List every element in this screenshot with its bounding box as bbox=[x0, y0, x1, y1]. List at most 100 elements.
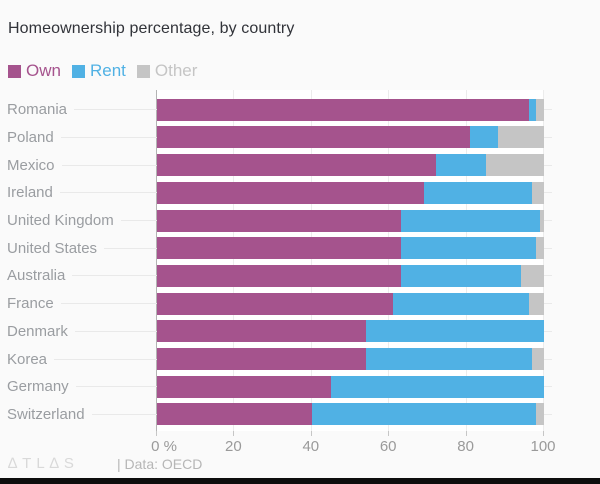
x-axis-tick-label: 20 bbox=[225, 438, 242, 455]
bar-segment-own bbox=[157, 375, 332, 398]
y-axis-line bbox=[156, 90, 157, 436]
chart-row: United States bbox=[0, 234, 600, 262]
x-axis-labels: 0 % 20 40 60 80 100 bbox=[0, 438, 600, 456]
stacked-bar bbox=[157, 126, 544, 149]
legend-swatch-rent bbox=[71, 64, 85, 78]
source-text: Data: OECD bbox=[124, 456, 203, 472]
page-title: Homeownership percentage, by country bbox=[8, 20, 295, 37]
country-label: Korea bbox=[7, 350, 48, 368]
legend-label-other: Other bbox=[154, 61, 198, 80]
bar-segment-rent bbox=[528, 98, 537, 121]
legend-label-rent: Rent bbox=[89, 61, 126, 80]
atlas-logo: ∆TL∆S bbox=[8, 455, 79, 472]
country-label: Australia bbox=[7, 267, 66, 285]
bar-segment-own bbox=[157, 237, 401, 260]
country-label: Denmark bbox=[7, 322, 68, 340]
country-label: Romania bbox=[7, 101, 68, 119]
bar-segment-own bbox=[157, 98, 529, 121]
chart-row: United Kingdom bbox=[0, 207, 600, 235]
stacked-bar bbox=[157, 154, 544, 177]
bar-segment-own bbox=[157, 126, 471, 149]
x-axis-tick-label: 60 bbox=[379, 438, 397, 455]
chart-row: Switzerland bbox=[0, 401, 600, 429]
chart-row: Korea bbox=[0, 345, 600, 373]
bar-segment-other bbox=[540, 209, 544, 232]
legend-item-own: Own bbox=[8, 61, 61, 81]
stacked-bar bbox=[157, 292, 544, 315]
chart-row: Ireland bbox=[0, 179, 600, 207]
bar-segment-other bbox=[536, 237, 544, 260]
bar-segment-other bbox=[528, 292, 544, 315]
legend-item-rent: Rent bbox=[71, 61, 126, 81]
x-axis-tick-label: 40 bbox=[302, 438, 320, 455]
bar-segment-own bbox=[157, 154, 436, 177]
bar-segment-other bbox=[520, 264, 544, 287]
stacked-bar bbox=[157, 98, 544, 121]
bar-segment-other bbox=[532, 181, 544, 204]
bar-segment-rent bbox=[400, 264, 521, 287]
gridline bbox=[233, 90, 235, 431]
country-label: Switzerland bbox=[7, 405, 85, 423]
bar-segment-other bbox=[497, 126, 544, 149]
chart-row: Denmark bbox=[0, 318, 600, 346]
chart-row: Romania bbox=[0, 96, 600, 124]
axis-tick bbox=[310, 431, 312, 436]
bar-segment-own bbox=[157, 264, 401, 287]
legend-label-own: Own bbox=[26, 61, 61, 80]
stacked-bar bbox=[157, 403, 544, 426]
bar-segment-other bbox=[536, 98, 544, 121]
x-axis-tick-label: 0 % bbox=[151, 438, 177, 455]
legend-swatch-other bbox=[136, 64, 150, 78]
bar-segment-rent bbox=[393, 292, 529, 315]
bar-segment-own bbox=[157, 347, 366, 370]
stacked-bar bbox=[157, 264, 544, 287]
source-separator: | bbox=[117, 456, 121, 472]
data-source: | Data: OECD bbox=[117, 456, 202, 472]
country-label: Germany bbox=[7, 378, 69, 396]
legend-swatch-own bbox=[8, 64, 21, 78]
country-label: France bbox=[7, 295, 54, 313]
country-label: Poland bbox=[7, 129, 54, 147]
stacked-bar bbox=[157, 375, 544, 398]
gridline bbox=[543, 90, 544, 431]
country-label: United States bbox=[7, 239, 98, 257]
chart-row: France bbox=[0, 290, 600, 318]
gridline bbox=[465, 90, 467, 431]
bar-segment-rent bbox=[435, 154, 486, 177]
bar-segment-rent bbox=[311, 403, 537, 426]
gridline bbox=[310, 90, 312, 431]
axis-tick bbox=[388, 431, 390, 436]
axis-tick bbox=[156, 431, 157, 436]
bar-segment-rent bbox=[400, 237, 537, 260]
chart-row: Mexico bbox=[0, 151, 600, 179]
bar-segment-other bbox=[485, 154, 544, 177]
x-axis-tick-label: 100 bbox=[530, 438, 556, 455]
bar-segment-rent bbox=[470, 126, 498, 149]
bar-segment-other bbox=[532, 347, 544, 370]
bar-rows: Romania Poland Mexico Ireland United Kingdom… bbox=[0, 96, 600, 428]
bar-segment-rent bbox=[331, 375, 544, 398]
chart-row: Poland bbox=[0, 124, 600, 152]
stacked-bar bbox=[157, 209, 544, 232]
x-axis-tick-label: 80 bbox=[457, 438, 474, 455]
gridline bbox=[388, 90, 390, 431]
bar-segment-rent bbox=[365, 320, 544, 343]
axis-tick bbox=[233, 431, 235, 436]
stacked-bar bbox=[157, 237, 544, 260]
axis-tick bbox=[465, 431, 467, 436]
bar-segment-rent bbox=[400, 209, 541, 232]
stacked-bar bbox=[157, 320, 544, 343]
bar-segment-own bbox=[157, 181, 425, 204]
country-label: Mexico bbox=[7, 156, 55, 174]
chart-row: Australia bbox=[0, 262, 600, 290]
bar-segment-own bbox=[157, 403, 312, 426]
stacked-bar bbox=[157, 181, 544, 204]
bar-segment-own bbox=[157, 209, 401, 232]
legend: Own Rent Other bbox=[8, 61, 208, 81]
country-label: Ireland bbox=[7, 184, 53, 202]
bar-segment-other bbox=[536, 403, 544, 426]
chart-row: Germany bbox=[0, 373, 600, 401]
stacked-bar bbox=[157, 347, 544, 370]
bottom-bar bbox=[0, 478, 600, 484]
